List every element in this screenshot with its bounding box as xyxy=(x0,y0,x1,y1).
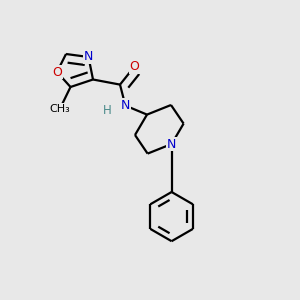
Text: O: O xyxy=(130,60,139,73)
Text: N: N xyxy=(167,137,176,151)
Text: N: N xyxy=(84,50,93,64)
Text: N: N xyxy=(121,99,130,112)
Text: H: H xyxy=(102,104,111,118)
Text: O: O xyxy=(52,65,62,79)
Text: CH₃: CH₃ xyxy=(50,103,70,114)
